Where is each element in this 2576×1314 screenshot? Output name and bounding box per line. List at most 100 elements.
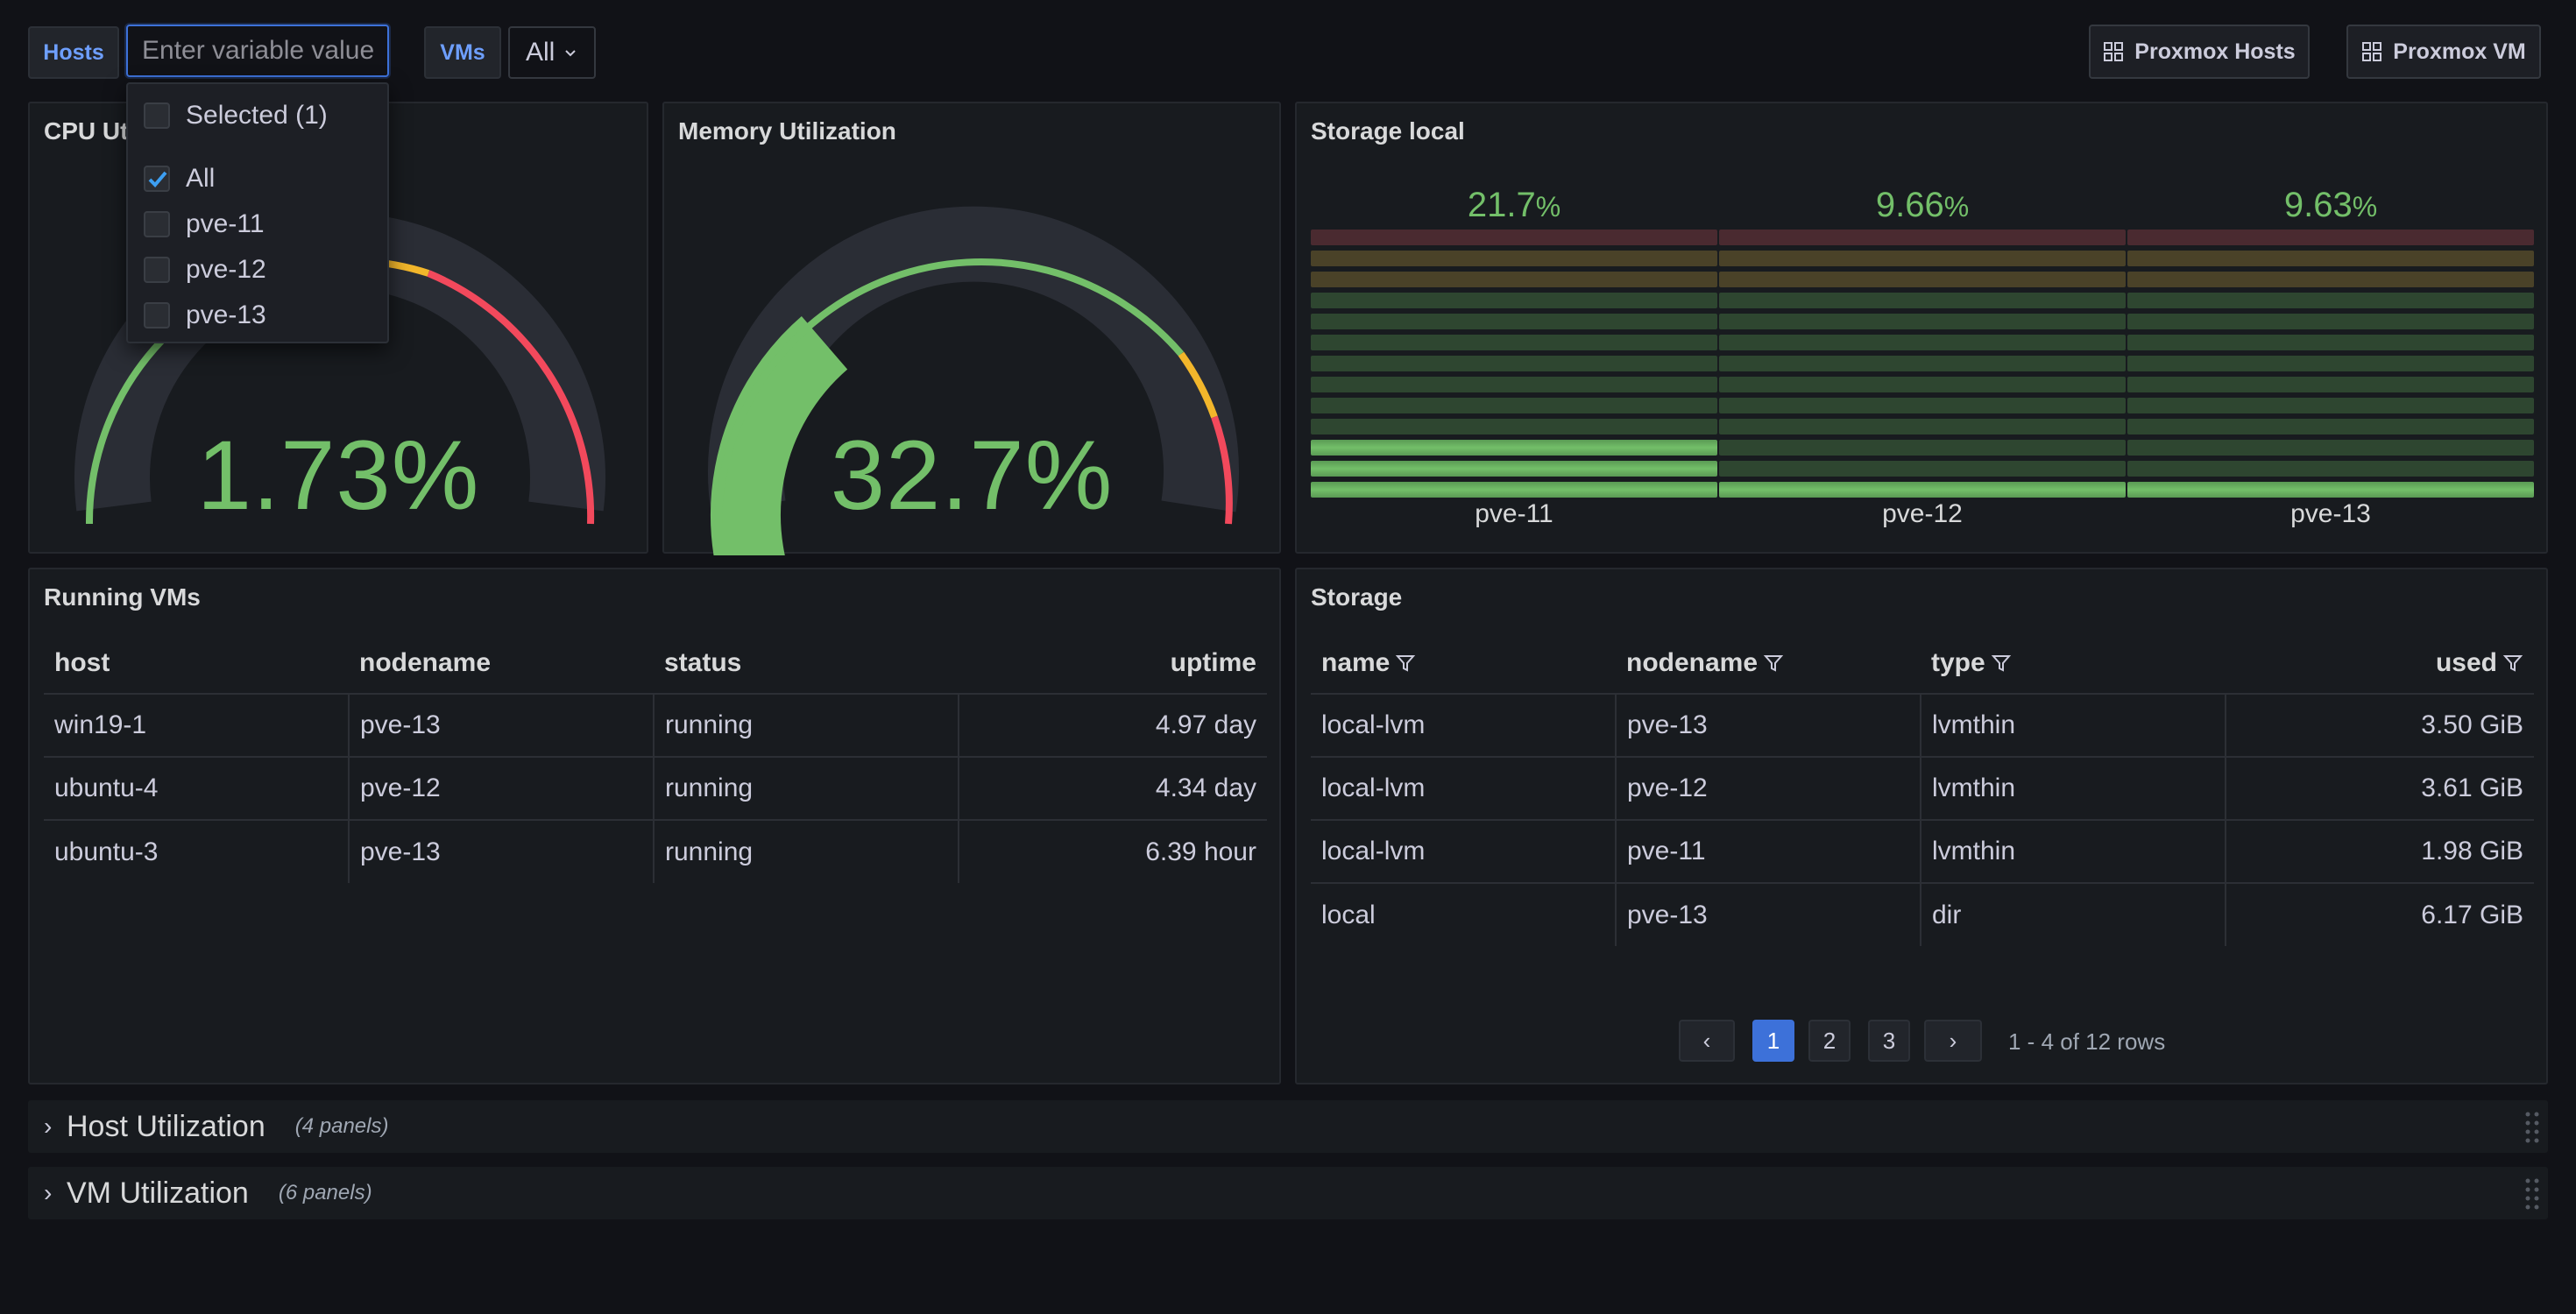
- table-header-row: name nodename type used: [1311, 632, 2534, 695]
- pagination-page-1[interactable]: 1: [1752, 1020, 1794, 1062]
- memory-gauge-fill: [710, 316, 848, 555]
- column-header-host[interactable]: host: [44, 632, 349, 695]
- filter-icon[interactable]: [1991, 653, 2012, 674]
- chevron-right-icon: ›: [44, 1179, 53, 1206]
- vms-variable-label: VMs: [424, 26, 501, 79]
- bar-gauge-cell: [1719, 314, 2126, 329]
- cell-host: ubuntu-3: [44, 820, 350, 883]
- column-header-status[interactable]: status: [654, 632, 959, 695]
- storage-table: name nodename type used local-lvm pve-13…: [1311, 632, 2534, 946]
- filter-icon[interactable]: [2502, 653, 2523, 674]
- bar-gauge-cell: [2127, 440, 2534, 456]
- column-header-nodename[interactable]: nodename: [349, 632, 654, 695]
- bar-gauge-label: pve-12: [1882, 499, 1963, 528]
- bar-gauge-cell: [2127, 335, 2534, 350]
- column-header-uptime[interactable]: uptime: [959, 632, 1267, 695]
- proxmox-vm-link-label: Proxmox VM: [2393, 39, 2526, 64]
- dropdown-option-label: All: [186, 164, 216, 193]
- chevron-right-icon: ›: [44, 1113, 53, 1140]
- column-header-label: type: [1931, 647, 1985, 677]
- cell-status: running: [654, 757, 959, 821]
- pagination-summary: 1 - 4 of 12 rows: [2008, 1028, 2166, 1055]
- drag-handle-icon[interactable]: [2523, 1109, 2541, 1144]
- dropdown-option-pve-11[interactable]: pve-11: [144, 207, 265, 242]
- hosts-variable-dropdown: Selected (1) All pve-11 pve-12 pve-13: [126, 82, 389, 343]
- column-header-label: used: [2435, 647, 2497, 677]
- hosts-variable-input[interactable]: Enter variable value: [126, 25, 389, 77]
- bar-gauge-cell: [1311, 398, 1717, 413]
- dashboard-grid-icon: [2104, 42, 2124, 61]
- cell-name: local-lvm: [1311, 757, 1617, 821]
- bar-gauge-cell: [2127, 356, 2534, 371]
- cell-uptime: 4.34 day: [959, 757, 1267, 821]
- checkbox[interactable]: [144, 211, 170, 237]
- cell-used: 3.61 GiB: [2226, 757, 2534, 821]
- proxmox-hosts-link-label: Proxmox Hosts: [2134, 39, 2296, 64]
- bar-gauge-cell: [2127, 398, 2534, 413]
- pagination-prev-button[interactable]: ‹: [1679, 1020, 1735, 1062]
- cell-nodename: pve-13: [349, 694, 655, 758]
- cpu-threshold-red: [427, 270, 595, 525]
- vms-variable-select[interactable]: All: [508, 26, 596, 79]
- bar-gauge-number: 9.66: [1875, 186, 1944, 224]
- panel-title: Memory Utilization: [678, 117, 896, 145]
- filter-icon[interactable]: [1763, 653, 1784, 674]
- table-row: local-lvm pve-11 lvmthin 1.98 GiB: [1311, 820, 2534, 884]
- column-header-label: nodename: [1626, 647, 1759, 677]
- dropdown-option-pve-12[interactable]: pve-12: [144, 252, 266, 287]
- dropdown-selected-toggle[interactable]: Selected (1): [144, 98, 328, 133]
- checkbox[interactable]: [144, 102, 170, 129]
- row-title: Host Utilization: [67, 1109, 265, 1143]
- dropdown-option-label: pve-11: [186, 209, 265, 238]
- dropdown-option-all[interactable]: All: [144, 161, 215, 196]
- column-header-type[interactable]: type: [1921, 632, 2226, 695]
- row-vm-utilization[interactable]: › VM Utilization (6 panels): [28, 1167, 2548, 1219]
- bar-gauge-cell: [1311, 293, 1717, 308]
- cell-status: running: [654, 820, 959, 883]
- bar-gauge-cell: [1719, 251, 2126, 266]
- drag-handle-icon[interactable]: [2523, 1176, 2541, 1211]
- cell-type: lvmthin: [1921, 820, 2226, 884]
- column-header-name[interactable]: name: [1311, 632, 1616, 695]
- checkbox[interactable]: [144, 257, 170, 283]
- hosts-variable-label: Hosts: [28, 26, 119, 79]
- bar-gauge-cell-lit: [1311, 482, 1717, 498]
- panel-title: Storage local: [1311, 117, 1465, 145]
- checkbox[interactable]: [144, 166, 170, 192]
- memory-gauge-value: 32.7%: [830, 420, 1114, 530]
- bar-gauge-cell: [2127, 461, 2534, 477]
- cell-type: lvmthin: [1921, 694, 2226, 758]
- bar-gauge-cell: [1719, 461, 2126, 477]
- cell-nodename: pve-11: [1616, 820, 1921, 884]
- bar-gauge-cell: [1311, 419, 1717, 434]
- cell-used: 3.50 GiB: [2226, 694, 2534, 758]
- bar-gauge-cell-lit: [1311, 461, 1717, 477]
- checkbox[interactable]: [144, 302, 170, 328]
- bar-gauge-cell: [2127, 272, 2534, 287]
- proxmox-vm-link-button[interactable]: Proxmox VM: [2346, 25, 2541, 79]
- bar-gauge-cell-lit: [2127, 482, 2534, 498]
- bar-gauge-cell: [1719, 398, 2126, 413]
- checkmark-icon: [148, 171, 167, 187]
- pagination-next-button[interactable]: ›: [1924, 1020, 1982, 1062]
- row-host-utilization[interactable]: › Host Utilization (4 panels): [28, 1100, 2548, 1153]
- proxmox-hosts-link-button[interactable]: Proxmox Hosts: [2089, 25, 2310, 79]
- pagination-page-3[interactable]: 3: [1868, 1020, 1910, 1062]
- bar-gauge-value: 9.63%: [2127, 186, 2534, 225]
- row-panel-count: (4 panels): [294, 1114, 389, 1138]
- bar-gauge-unit: %: [1535, 191, 1561, 223]
- bar-gauge-value: 9.66%: [1719, 186, 2126, 225]
- pagination-page-2[interactable]: 2: [1808, 1020, 1851, 1062]
- column-header-used[interactable]: used: [2226, 632, 2534, 695]
- cpu-gauge-value: 1.73%: [196, 420, 480, 530]
- dropdown-option-pve-13[interactable]: pve-13: [144, 298, 266, 333]
- table-header-row: host nodename status uptime: [44, 632, 1267, 695]
- bar-gauge-cell: [2127, 377, 2534, 392]
- column-header-nodename[interactable]: nodename: [1616, 632, 1921, 695]
- panel-title: Storage: [1311, 583, 1403, 611]
- filter-icon[interactable]: [1395, 653, 1416, 674]
- bar-gauge-value: 21.7%: [1311, 186, 1717, 225]
- bar-gauge-cell: [1311, 377, 1717, 392]
- cell-host: win19-1: [44, 694, 350, 758]
- table-row: ubuntu-3 pve-13 running 6.39 hour: [44, 820, 1267, 883]
